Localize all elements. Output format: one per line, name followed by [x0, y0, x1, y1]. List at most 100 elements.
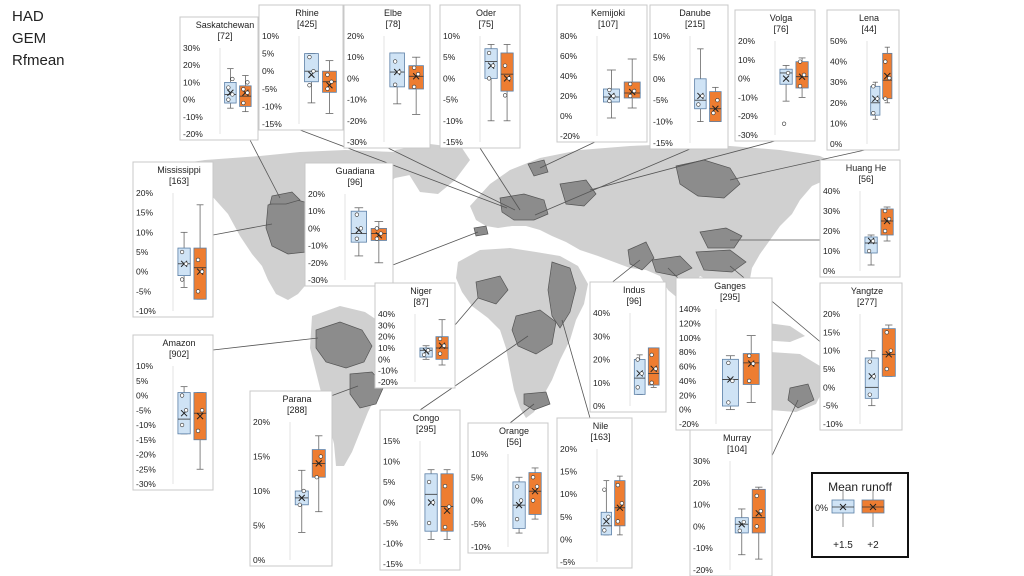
panel-elbe: Elbe[78] 20% 10% 0% -10% -20% -30%	[343, 4, 431, 149]
panel-title: Niger	[410, 286, 432, 296]
data-point	[741, 519, 746, 525]
data-point	[797, 84, 803, 89]
panel-count: [78]	[385, 19, 400, 29]
y-tick-label: 10%	[471, 449, 488, 459]
data-point	[700, 93, 705, 99]
panel-ganges: Ganges[295] 140% 120% 100% 80% 60% 40% 20% 0% -20…	[675, 277, 773, 431]
box-danube-2	[709, 86, 722, 122]
lena-basin	[675, 159, 741, 199]
data-point	[602, 528, 607, 533]
mean-runoff-title: Mean runoff	[828, 480, 892, 494]
y-tick-label: 0%	[383, 498, 396, 508]
box-orange-2	[528, 467, 542, 520]
data-point	[241, 87, 246, 92]
panel-title: Amazon	[162, 338, 195, 348]
data-point	[486, 50, 492, 56]
mean-runoff-frame	[811, 472, 909, 558]
box-guadiana-2	[370, 221, 387, 264]
data-point	[635, 385, 640, 390]
box-murray-1-5	[734, 508, 749, 556]
y-tick-label: 0%	[653, 74, 666, 84]
panel-count: [163]	[169, 176, 189, 186]
box-lena-1-5	[870, 81, 881, 120]
data-point	[882, 228, 888, 234]
panel-count: [295]	[416, 424, 436, 434]
data-point	[199, 269, 205, 274]
y-tick-label: 40%	[679, 376, 696, 386]
y-tick-label: 40%	[593, 308, 610, 318]
panel-count: [87]	[413, 297, 428, 307]
data-point	[311, 69, 316, 74]
box-amazon-1-5	[177, 386, 191, 435]
panel-volga: Volga[76] 20% 10% 0% -10% -20% -30%	[734, 9, 816, 142]
y-tick-label: 30%	[378, 320, 395, 330]
y-tick-label: 0%	[693, 521, 706, 531]
y-tick-label: 5%	[823, 364, 836, 374]
data-point	[602, 487, 607, 492]
y-tick-label: 20%	[560, 444, 577, 454]
y-tick-label: 10%	[383, 457, 400, 467]
saskatchewan-basin	[269, 191, 301, 205]
box-parana-1-5	[294, 469, 309, 533]
y-tick-label: 10%	[183, 77, 200, 87]
box-rhine-2	[322, 60, 337, 114]
panel-yangtze: Yangtze[277] 20% 15% 10% 5% 0% -5% -10%	[819, 282, 903, 431]
data-point	[307, 55, 312, 60]
data-point	[754, 524, 759, 529]
data-point	[883, 96, 888, 101]
box-iqr	[389, 52, 405, 88]
panel-niger: Niger[87] 40%30% 20%10%0% -10%-20%	[374, 282, 456, 389]
y-tick-label: 0%	[136, 391, 149, 401]
y-tick-label: 0%	[262, 66, 275, 76]
panel-count: [56]	[506, 437, 521, 447]
mean-marker	[315, 460, 323, 467]
data-point	[866, 248, 872, 254]
y-tick-label: -20%	[560, 131, 580, 141]
panel-frame	[649, 4, 729, 150]
pointer-line-elbe	[387, 147, 516, 211]
data-point	[374, 226, 379, 231]
y-tick-label: 5%	[136, 376, 149, 386]
box-iqr	[742, 353, 760, 385]
mean-marker	[883, 72, 891, 80]
box-congo-1-5	[424, 469, 438, 540]
data-point	[412, 84, 417, 89]
legend-box-1-5	[831, 490, 855, 527]
data-point	[226, 97, 231, 102]
pointer-line-niger	[454, 297, 479, 326]
data-point	[241, 100, 246, 106]
y-tick-label: 0%	[308, 223, 321, 233]
box-mississippi-1-5	[177, 231, 191, 288]
y-tick-label: -5%	[653, 95, 669, 105]
y-tick-label: 0%	[443, 73, 456, 83]
boxplot-panels: Saskatchewan[72]30%20%10%0%-10%-20%Rhine…	[132, 4, 903, 576]
y-tick-label: 120%	[679, 318, 701, 328]
mean-marker	[515, 501, 523, 509]
y-tick-label: -10%	[136, 306, 156, 316]
y-tick-label: 0%	[560, 111, 573, 121]
eurasia-land	[470, 144, 840, 300]
y-tick-label: 5%	[560, 512, 573, 522]
box-rhine-1-5	[304, 53, 319, 104]
box-indus-1-5	[633, 354, 646, 395]
pointer-line-guadiana	[379, 231, 479, 271]
data-point	[318, 454, 323, 459]
kemijoki-basin	[527, 159, 549, 177]
mean-marker	[869, 503, 877, 511]
y-tick-label: 20%	[347, 31, 364, 41]
data-point	[486, 76, 492, 81]
data-point	[425, 348, 431, 353]
data-point	[514, 484, 520, 489]
y-tick-label: -10%	[738, 92, 758, 102]
panel-frame	[589, 281, 667, 413]
data-point	[870, 238, 876, 244]
y-tick-label: -20%	[679, 419, 699, 429]
panel-title: Murray	[723, 433, 752, 443]
panel-title: Ganges	[714, 281, 746, 291]
y-tick-label: 0%	[823, 382, 836, 392]
panel-title: Elbe	[384, 8, 402, 18]
huang-he-basin	[699, 227, 743, 249]
panel-count: [75]	[478, 19, 493, 29]
data-point	[179, 422, 185, 428]
box-saskatchewan-1-5	[224, 68, 237, 109]
